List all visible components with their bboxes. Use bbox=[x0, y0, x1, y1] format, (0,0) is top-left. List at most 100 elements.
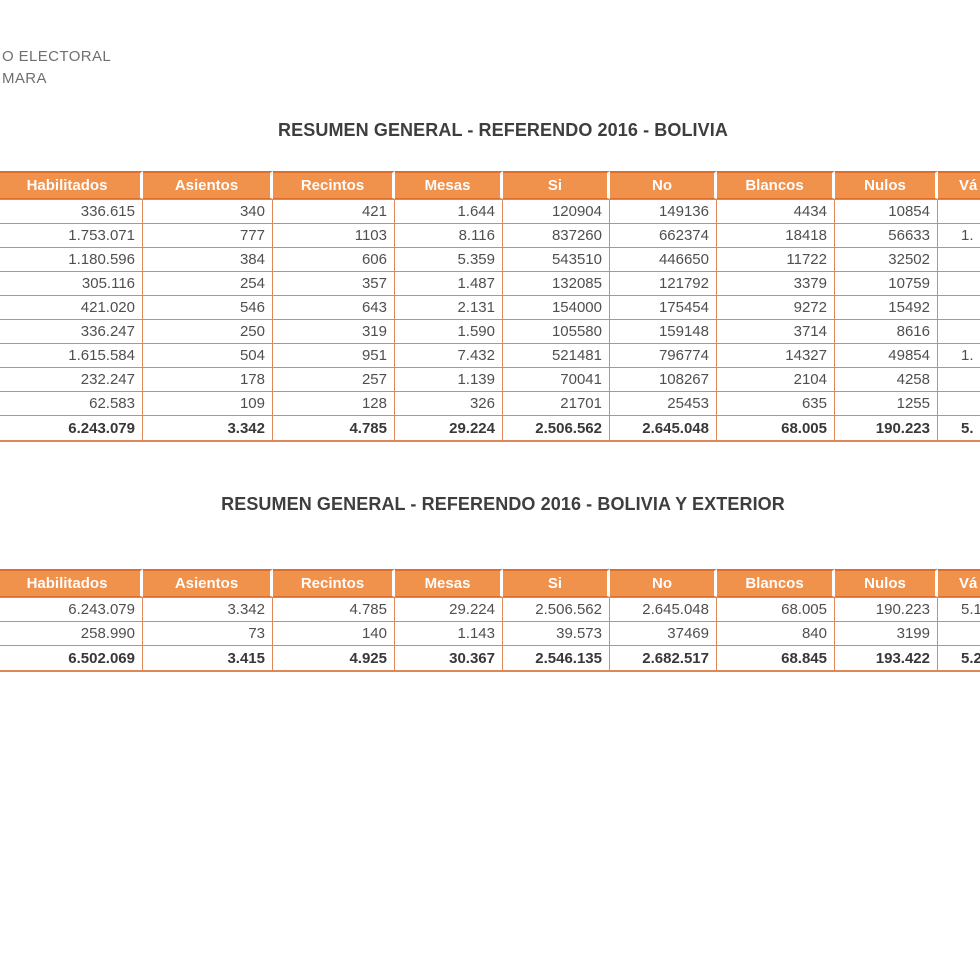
column-header: Blancos bbox=[717, 569, 835, 597]
table-bolivia-exterior: Habilitados Asientos Recintos Mesas Si No Blan… bbox=[0, 569, 980, 672]
data-cell: 3.342 bbox=[143, 597, 273, 622]
data-cell: 175454 bbox=[610, 296, 717, 320]
table-bolivia-header: Habilitados Asientos Recintos Mesas Si No Blan… bbox=[0, 171, 980, 199]
data-cell: 1.180.596 bbox=[0, 248, 143, 272]
column-header: Habilitados bbox=[0, 569, 143, 597]
table-bolivia-exterior-body: 6.243.079 3.342 4.785 29.224 2.506.562 2.645.… bbox=[0, 597, 980, 646]
data-cell: 951 bbox=[273, 344, 395, 368]
data-cell: 2.131 bbox=[395, 296, 503, 320]
data-cell: 1.753.071 bbox=[0, 224, 143, 248]
table-row: 62.583 109 128 326 21701 25453 635 1255 bbox=[0, 392, 980, 416]
total-cell: 193.422 bbox=[835, 646, 938, 672]
data-cell: 305.116 bbox=[0, 272, 143, 296]
data-cell: 521481 bbox=[503, 344, 610, 368]
column-header: Habilitados bbox=[0, 171, 143, 199]
total-cell: 2.645.048 bbox=[610, 416, 717, 442]
data-cell: 62.583 bbox=[0, 392, 143, 416]
total-cell: 4.785 bbox=[273, 416, 395, 442]
data-cell: 8616 bbox=[835, 320, 938, 344]
data-cell: 49854 bbox=[835, 344, 938, 368]
data-cell: 4258 bbox=[835, 368, 938, 392]
data-cell: 18418 bbox=[717, 224, 835, 248]
table-bolivia-body: 336.615 340 421 1.644 120904 149136 4434 10854 1… bbox=[0, 199, 980, 416]
data-cell: 840 bbox=[717, 622, 835, 646]
column-header: No bbox=[610, 569, 717, 597]
data-cell: 340 bbox=[143, 199, 273, 224]
column-header: Si bbox=[503, 569, 610, 597]
column-header: Vá bbox=[938, 569, 980, 597]
data-cell: 37469 bbox=[610, 622, 717, 646]
total-row: 6.502.069 3.415 4.925 30.367 2.546.135 2.682.… bbox=[0, 646, 980, 672]
data-cell: 2.506.562 bbox=[503, 597, 610, 622]
data-cell: 777 bbox=[143, 224, 273, 248]
data-cell: 2.645.048 bbox=[610, 597, 717, 622]
data-cell: 258.990 bbox=[0, 622, 143, 646]
data-cell: 149136 bbox=[610, 199, 717, 224]
total-cell: 2.546.135 bbox=[503, 646, 610, 672]
data-cell: 68.005 bbox=[717, 597, 835, 622]
data-cell: 254 bbox=[143, 272, 273, 296]
column-header: Asientos bbox=[143, 171, 273, 199]
data-cell: 5.1 bbox=[938, 597, 980, 622]
column-header: Si bbox=[503, 171, 610, 199]
data-cell: 504 bbox=[143, 344, 273, 368]
data-cell bbox=[938, 320, 980, 344]
data-cell: 421 bbox=[273, 199, 395, 224]
column-header: Recintos bbox=[273, 569, 395, 597]
data-cell: 336.615 bbox=[0, 199, 143, 224]
data-cell: 232.247 bbox=[0, 368, 143, 392]
header-row: Habilitados Asientos Recintos Mesas Si No Blan… bbox=[0, 171, 980, 199]
data-cell: 154000 bbox=[503, 296, 610, 320]
column-header: No bbox=[610, 171, 717, 199]
column-header: Vá bbox=[938, 171, 980, 199]
data-cell: 32502 bbox=[835, 248, 938, 272]
data-cell: 546 bbox=[143, 296, 273, 320]
data-cell: 178 bbox=[143, 368, 273, 392]
data-cell bbox=[938, 296, 980, 320]
table-bolivia-exterior-footer: 6.502.069 3.415 4.925 30.367 2.546.135 2.682.… bbox=[0, 646, 980, 672]
table-row: 6.243.079 3.342 4.785 29.224 2.506.562 2.645.… bbox=[0, 597, 980, 622]
data-cell: 29.224 bbox=[395, 597, 503, 622]
table1-title: RESUMEN GENERAL - REFERENDO 2016 - BOLIV… bbox=[278, 120, 728, 140]
data-cell: 39.573 bbox=[503, 622, 610, 646]
column-header: Mesas bbox=[395, 569, 503, 597]
table-row: 421.020 546 643 2.131 154000 175454 9272 15492 bbox=[0, 296, 980, 320]
table2-title: RESUMEN GENERAL - REFERENDO 2016 - BOLIV… bbox=[221, 494, 785, 514]
data-cell: 73 bbox=[143, 622, 273, 646]
total-cell: 6.502.069 bbox=[0, 646, 143, 672]
total-cell: 4.925 bbox=[273, 646, 395, 672]
data-cell: 21701 bbox=[503, 392, 610, 416]
table-row: 336.615 340 421 1.644 120904 149136 4434 10854 bbox=[0, 199, 980, 224]
table-bolivia: Habilitados Asientos Recintos Mesas Si No Blan… bbox=[0, 171, 980, 442]
data-cell: 1.143 bbox=[395, 622, 503, 646]
letterhead-line2: MARA bbox=[2, 70, 47, 87]
data-cell: 3379 bbox=[717, 272, 835, 296]
data-cell: 25453 bbox=[610, 392, 717, 416]
table-row: 336.247 250 319 1.590 105580 159148 3714 8616 bbox=[0, 320, 980, 344]
data-cell: 357 bbox=[273, 272, 395, 296]
data-cell: 128 bbox=[273, 392, 395, 416]
data-cell: 7.432 bbox=[395, 344, 503, 368]
letterhead-line1: O ELECTORAL bbox=[2, 48, 112, 65]
total-row: 6.243.079 3.342 4.785 29.224 2.506.562 2.645.… bbox=[0, 416, 980, 442]
total-cell: 68.005 bbox=[717, 416, 835, 442]
total-cell: 5. bbox=[938, 416, 980, 442]
data-cell: 10759 bbox=[835, 272, 938, 296]
data-cell bbox=[938, 248, 980, 272]
data-cell: 6.243.079 bbox=[0, 597, 143, 622]
data-cell: 5.359 bbox=[395, 248, 503, 272]
data-cell: 1. bbox=[938, 344, 980, 368]
total-cell: 2.682.517 bbox=[610, 646, 717, 672]
data-cell: 1.139 bbox=[395, 368, 503, 392]
table-row: 258.990 73 140 1.143 39.573 37469 840 3199 bbox=[0, 622, 980, 646]
data-cell: 326 bbox=[395, 392, 503, 416]
total-cell: 3.415 bbox=[143, 646, 273, 672]
data-cell bbox=[938, 272, 980, 296]
data-cell: 3714 bbox=[717, 320, 835, 344]
data-cell: 109 bbox=[143, 392, 273, 416]
data-cell: 2104 bbox=[717, 368, 835, 392]
data-cell: 159148 bbox=[610, 320, 717, 344]
data-cell: 336.247 bbox=[0, 320, 143, 344]
data-cell: 837260 bbox=[503, 224, 610, 248]
